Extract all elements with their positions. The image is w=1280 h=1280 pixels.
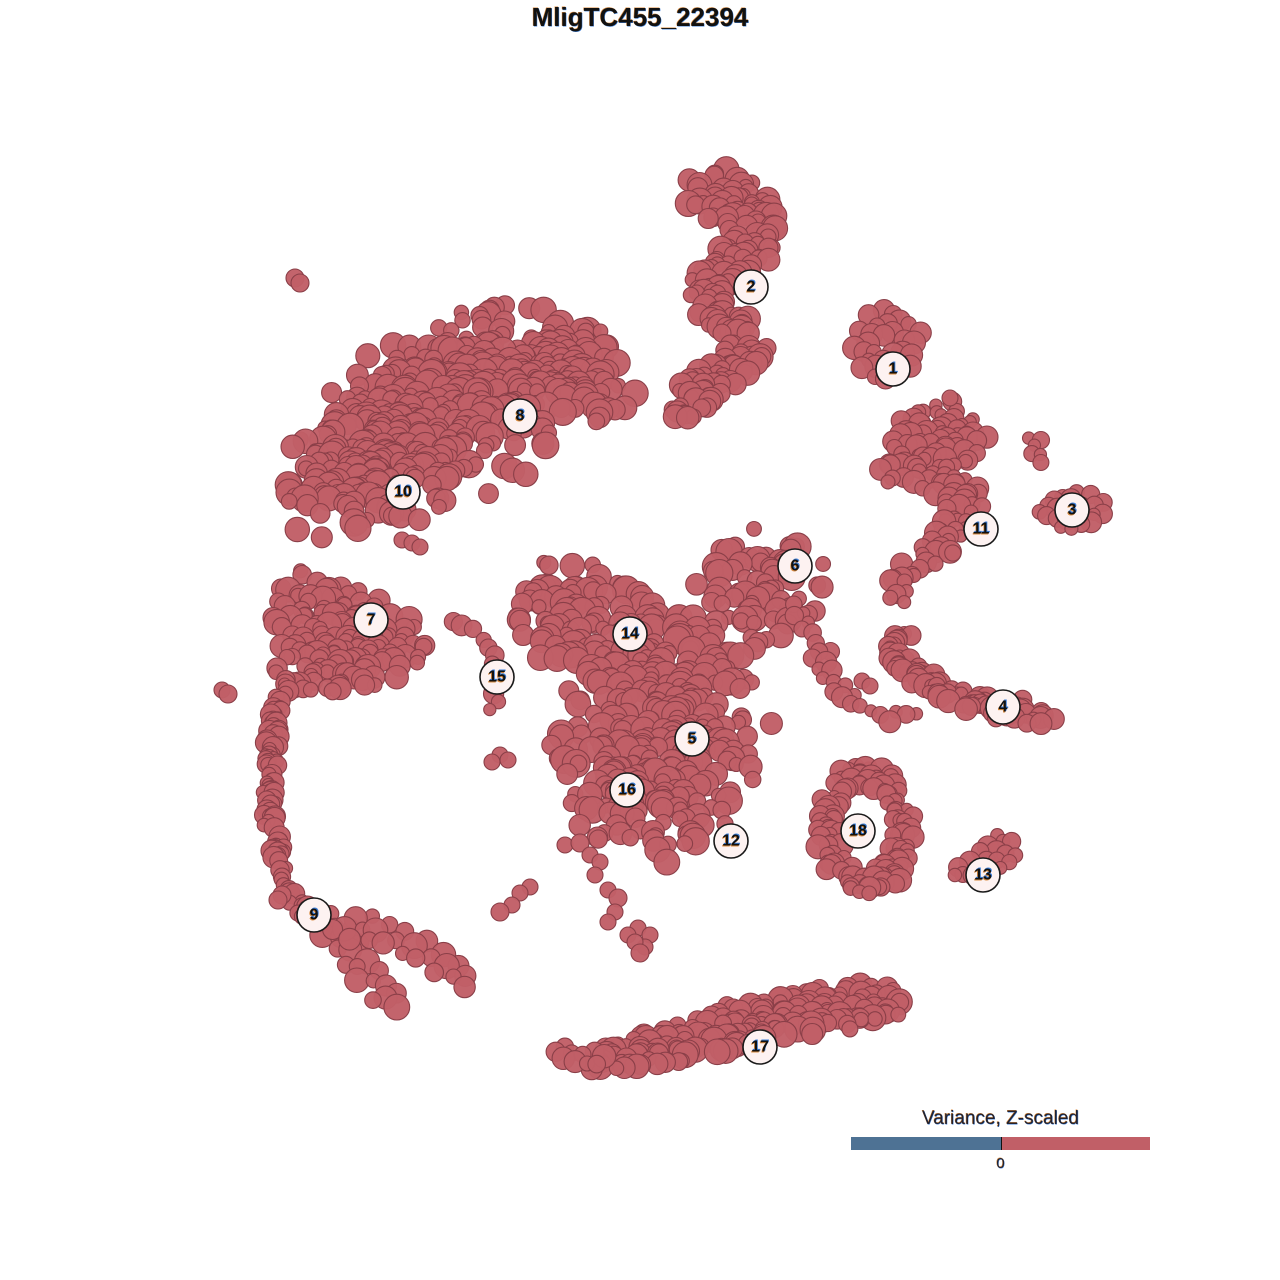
svg-text:7: 7 bbox=[367, 612, 376, 629]
svg-text:2: 2 bbox=[747, 279, 756, 296]
svg-text:17: 17 bbox=[751, 1039, 769, 1056]
svg-text:3: 3 bbox=[1068, 502, 1077, 519]
svg-text:18: 18 bbox=[849, 823, 867, 840]
svg-text:14: 14 bbox=[621, 626, 639, 643]
svg-text:4: 4 bbox=[999, 699, 1008, 716]
svg-text:10: 10 bbox=[394, 484, 412, 501]
svg-text:8: 8 bbox=[516, 408, 525, 425]
svg-text:6: 6 bbox=[791, 558, 800, 575]
svg-text:11: 11 bbox=[973, 521, 990, 538]
svg-text:1: 1 bbox=[889, 361, 898, 378]
svg-text:9: 9 bbox=[310, 907, 319, 924]
svg-text:15: 15 bbox=[488, 669, 506, 686]
svg-text:12: 12 bbox=[722, 833, 740, 850]
svg-text:5: 5 bbox=[688, 731, 697, 748]
svg-text:16: 16 bbox=[618, 782, 636, 799]
svg-text:13: 13 bbox=[974, 867, 992, 884]
